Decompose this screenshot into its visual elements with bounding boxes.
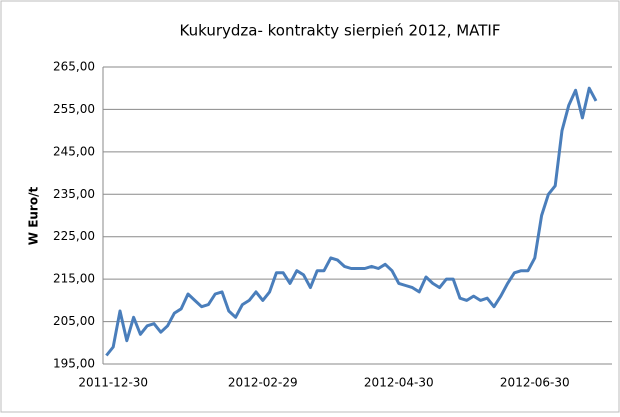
x-tick-label: 2012-02-29 — [228, 376, 298, 390]
x-tick-label: 2012-06-30 — [500, 376, 570, 390]
y-tick-label: 265,00 — [53, 60, 95, 74]
y-tick-label: 235,00 — [53, 187, 95, 201]
price-line — [105, 86, 598, 357]
y-tick-label: 205,00 — [53, 314, 95, 328]
y-tick-label: 245,00 — [53, 144, 95, 158]
y-tick-label: 195,00 — [53, 357, 95, 371]
y-axis-label: W Euro/t — [27, 187, 41, 246]
x-tick-label: 2011-12-30 — [78, 376, 148, 390]
y-tick-label: 255,00 — [53, 102, 95, 116]
y-tick-label: 225,00 — [53, 229, 95, 243]
x-tick-label: 2012-04-30 — [364, 376, 434, 390]
chart-title: Kukurydza- kontrakty sierpień 2012, MATI… — [180, 22, 501, 40]
y-tick-label: 215,00 — [53, 272, 95, 286]
